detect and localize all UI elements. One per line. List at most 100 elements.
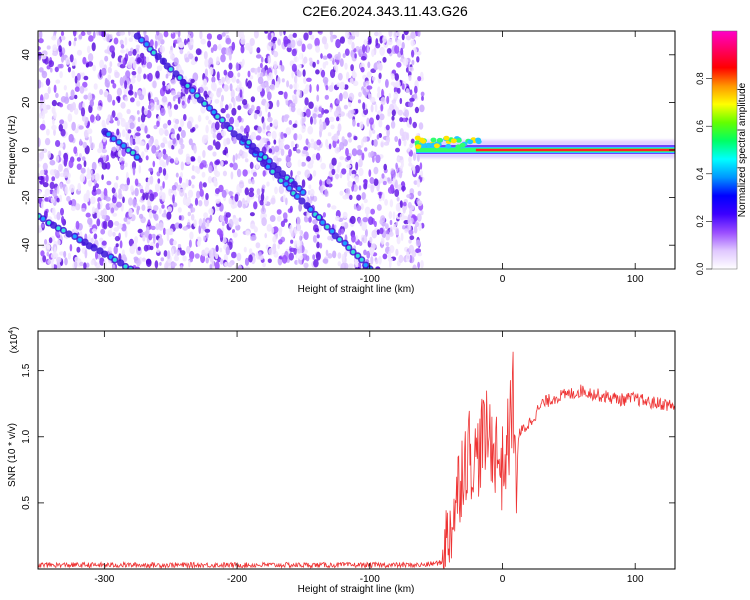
noise-blob xyxy=(112,212,118,217)
noise-blob xyxy=(303,146,309,152)
noise-blob xyxy=(340,262,347,269)
noise-blob xyxy=(215,199,221,204)
noise-blob xyxy=(321,36,327,45)
noise-blob xyxy=(132,243,138,250)
noise-blob xyxy=(263,213,268,218)
noise-blob xyxy=(403,139,407,147)
colorbar-tick-label: 0.4 xyxy=(695,168,705,181)
noise-blob xyxy=(53,128,56,136)
noise-blob xyxy=(221,221,225,227)
noise-blob xyxy=(378,72,382,80)
noise-blob xyxy=(347,263,354,269)
noise-blob xyxy=(282,194,286,203)
noise-blob xyxy=(247,80,252,89)
noise-blob xyxy=(205,257,209,264)
signal-blob xyxy=(420,138,427,144)
noise-blob xyxy=(85,194,90,203)
noise-blob xyxy=(373,178,379,186)
noise-blob xyxy=(356,149,363,156)
snr-panel: -300 -200 -100 0 100 0.5 1.0 1.5 Height of str… xyxy=(7,327,676,595)
noise-blob xyxy=(178,137,184,145)
noise-blob xyxy=(51,99,58,107)
noise-blob xyxy=(231,199,235,205)
noise-blob xyxy=(419,104,425,113)
noise-blob xyxy=(126,177,130,186)
noise-blob xyxy=(128,208,133,218)
track-core xyxy=(363,263,368,268)
noise-blob xyxy=(208,165,213,174)
noise-blob xyxy=(55,140,61,147)
track-core xyxy=(278,178,283,183)
noise-blob xyxy=(158,152,162,161)
noise-blob xyxy=(156,65,163,72)
noise-blob xyxy=(205,115,209,121)
noise-blob xyxy=(228,218,234,228)
noise-blob xyxy=(151,145,157,154)
noise-blob xyxy=(267,55,272,65)
noise-blob xyxy=(315,69,320,75)
noise-blob xyxy=(411,49,415,58)
noise-blob xyxy=(240,45,245,54)
noise-blob xyxy=(281,78,285,83)
noise-blob xyxy=(96,113,100,122)
noise-blob xyxy=(188,94,192,100)
noise-blob xyxy=(371,49,375,58)
noise-blob xyxy=(136,126,142,132)
noise-blob xyxy=(163,250,168,257)
track-core xyxy=(330,229,335,234)
noise-blob xyxy=(38,176,44,181)
noise-blob xyxy=(280,131,284,140)
noise-blob xyxy=(116,119,120,127)
noise-blob xyxy=(56,197,60,203)
noise-blob xyxy=(137,246,141,251)
noise-blob xyxy=(49,181,55,190)
noise-blob xyxy=(73,40,76,47)
noise-blob xyxy=(206,219,210,227)
noise-blob xyxy=(156,248,160,253)
noise-blob xyxy=(306,156,311,162)
noise-blob xyxy=(278,239,283,245)
noise-blob xyxy=(121,147,127,157)
noise-blob xyxy=(122,59,125,66)
noise-blob xyxy=(97,202,101,210)
track-core xyxy=(207,106,212,111)
noise-blob xyxy=(317,113,323,118)
noise-blob xyxy=(109,61,113,68)
track-dot xyxy=(274,165,282,173)
noise-blob xyxy=(157,237,164,246)
noise-blob xyxy=(144,230,149,238)
noise-blob xyxy=(87,217,93,225)
noise-blob xyxy=(93,83,98,90)
noise-blob xyxy=(148,104,152,110)
noise-blob xyxy=(112,264,116,269)
noise-blob xyxy=(342,211,348,219)
noise-blob xyxy=(76,72,81,81)
noise-blob xyxy=(140,123,146,130)
noise-blob xyxy=(45,174,49,183)
noise-blob xyxy=(382,253,388,260)
track-core xyxy=(144,42,149,47)
noise-blob xyxy=(283,114,290,119)
noise-blob xyxy=(38,225,42,234)
track-core xyxy=(77,237,82,242)
noise-blob xyxy=(339,141,345,150)
noise-blob xyxy=(324,94,329,100)
noise-blob xyxy=(56,239,61,246)
noise-blob xyxy=(160,142,165,148)
noise-blob xyxy=(58,45,62,53)
noise-blob xyxy=(349,215,356,225)
noise-blob xyxy=(137,116,141,123)
noise-blob xyxy=(184,57,190,63)
noise-blob xyxy=(47,150,51,159)
noise-blob xyxy=(339,111,346,117)
noise-blob xyxy=(361,237,365,242)
track-core xyxy=(215,114,220,119)
noise-blob xyxy=(418,222,422,231)
noise-blob xyxy=(194,253,200,259)
noise-blob xyxy=(52,44,58,52)
x-tick-label: 100 xyxy=(627,274,644,285)
noise-blob xyxy=(52,189,58,197)
noise-blob xyxy=(363,182,368,190)
noise-blob xyxy=(402,57,409,66)
track-dot xyxy=(230,130,238,138)
